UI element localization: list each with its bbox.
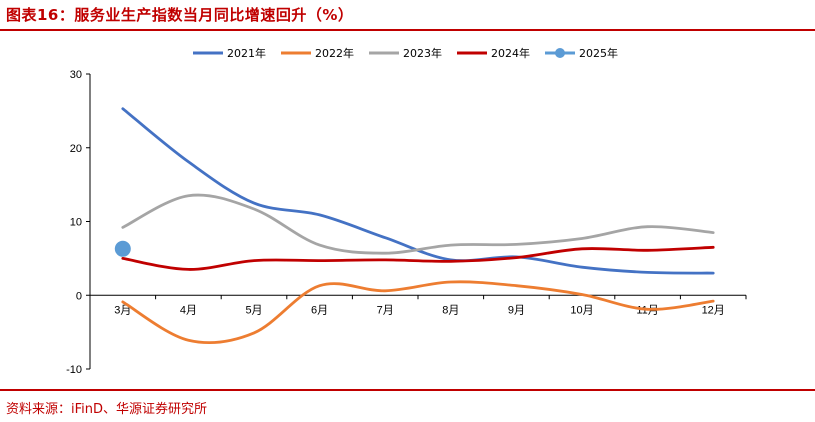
y-tick-label: -10 xyxy=(66,364,82,376)
x-tick-label: 7月 xyxy=(377,304,394,316)
x-tick-label: 4月 xyxy=(180,304,197,316)
chart-title: 图表16：服务业生产指数当月同比增速回升（%） xyxy=(6,6,354,24)
x-tick-label: 3月 xyxy=(114,304,131,316)
y-tick-label: 20 xyxy=(70,143,82,155)
source-note: 资料来源：iFinD、华源证券研究所 xyxy=(6,402,208,417)
legend-label: 2023年 xyxy=(403,46,442,60)
legend-label: 2021年 xyxy=(227,46,266,60)
legend-label: 2022年 xyxy=(315,46,354,60)
series-lines xyxy=(114,107,715,345)
y-tick-label: 30 xyxy=(70,69,82,81)
x-tick-label: 5月 xyxy=(245,304,262,316)
x-tick-label: 6月 xyxy=(311,304,328,316)
legend-label: 2024年 xyxy=(491,46,530,60)
series-line-2022年 xyxy=(121,280,715,345)
series-line-2023年 xyxy=(121,193,715,255)
legend: 2021年 2022年 2023年 2024年 2025年 xyxy=(193,46,618,60)
x-tick-label: 8月 xyxy=(442,304,459,316)
x-tick-label: 9月 xyxy=(508,304,525,316)
x-tick-label: 12月 xyxy=(702,304,725,316)
legend-marker xyxy=(555,48,565,58)
legend-item: 2021年 xyxy=(193,46,266,60)
x-tick-label: 10月 xyxy=(570,304,593,316)
source-rule xyxy=(0,389,815,391)
legend-item: 2023年 xyxy=(369,46,442,60)
series-marker-2025年 xyxy=(114,240,131,257)
legend-item: 2025年 xyxy=(545,46,618,60)
legend-item: 2022年 xyxy=(281,46,354,60)
legend-item: 2024年 xyxy=(457,46,530,60)
series-line-2024年 xyxy=(121,245,715,271)
y-tick-label: 10 xyxy=(70,217,82,229)
y-tick-label: 0 xyxy=(76,290,82,302)
legend-label: 2025年 xyxy=(579,46,618,60)
title-rule xyxy=(0,29,815,31)
